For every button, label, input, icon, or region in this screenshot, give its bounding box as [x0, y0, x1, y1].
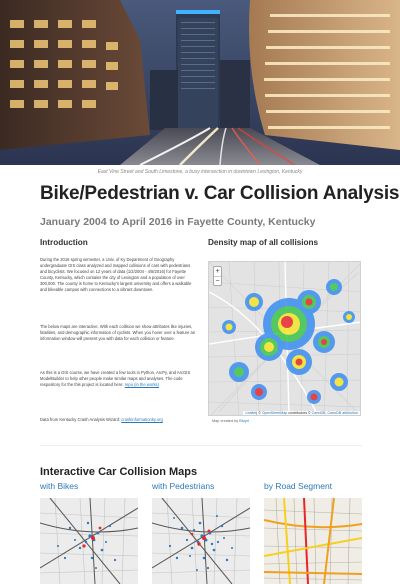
pedestrians-map-thumbnail-image[interactable]: [152, 498, 250, 584]
zoom-in-button[interactable]: +: [215, 268, 220, 275]
density-map[interactable]: + − Leaflet| © OpenStreetMap contributor…: [208, 261, 361, 416]
intro-paragraph-1: During the 2016 spring semester, a Univ.…: [40, 257, 192, 293]
bikes-map-link[interactable]: with Bikes: [40, 481, 79, 491]
intro-paragraph-3: As this is a GIS course, we have created…: [40, 370, 198, 388]
repo-link[interactable]: repo (in the works): [124, 382, 159, 388]
pedestrians-map-link[interactable]: with Pedestrians: [152, 481, 215, 491]
data-source-text: Data from Kentucky Crash Analysis Wizard…: [40, 417, 122, 422]
density-map-canvas[interactable]: [209, 262, 361, 416]
cartodb-attribution-link[interactable]: CartoDB attribution: [327, 411, 358, 415]
hero-caption: East Vine Street and South Limestone, a …: [97, 169, 303, 175]
road-segment-map-thumbnail-image[interactable]: [264, 498, 362, 584]
road-segment-map-link[interactable]: by Road Segment: [264, 481, 333, 491]
attribution-comma: ,: [325, 411, 328, 415]
page-subtitle: January 2004 to April 2016 in Fayette Co…: [40, 216, 316, 228]
bikes-map-thumbnail-image[interactable]: [40, 498, 138, 584]
intro-paragraph-3-text: As this is a GIS course, we have created…: [40, 370, 191, 388]
zoom-out-button[interactable]: −: [214, 276, 221, 285]
osm-link[interactable]: OpenStreetMap: [261, 411, 288, 415]
intro-heading: Introduction: [40, 238, 88, 247]
map-attribution: Leaflet| © OpenStreetMap contributors © …: [243, 411, 360, 415]
map-credit-link[interactable]: Bloyd: [239, 419, 249, 423]
bikes-map-thumbnail[interactable]: [40, 498, 138, 584]
zoom-control: + −: [213, 266, 222, 286]
map-credit: Map created by Bloyd: [212, 419, 249, 423]
hero-cityscape-illustration: [0, 0, 400, 165]
attribution-middle: contributors ©: [287, 411, 312, 415]
road-segment-map-thumbnail[interactable]: [264, 498, 362, 584]
section-divider: [40, 445, 362, 446]
crash-info-link[interactable]: crashinformationky.org: [121, 417, 163, 422]
interactive-maps-heading: Interactive Car Collision Maps: [40, 466, 198, 478]
page-title: Bike/Pedestrian v. Car Collision Analysi…: [40, 183, 400, 204]
hero-photo: [0, 0, 400, 165]
intro-paragraph-4: Data from Kentucky Crash Analysis Wizard…: [40, 417, 198, 423]
pedestrians-map-thumbnail[interactable]: [152, 498, 250, 584]
cartodb-link[interactable]: CartoDB: [311, 411, 326, 415]
map-credit-text: Map created by: [212, 419, 240, 423]
density-heading: Density map of all collisions: [208, 238, 319, 247]
intro-paragraph-2: The below maps are interactive. With eac…: [40, 324, 196, 342]
leaflet-link[interactable]: Leaflet: [245, 411, 257, 415]
attribution-separator: | ©: [256, 411, 262, 415]
